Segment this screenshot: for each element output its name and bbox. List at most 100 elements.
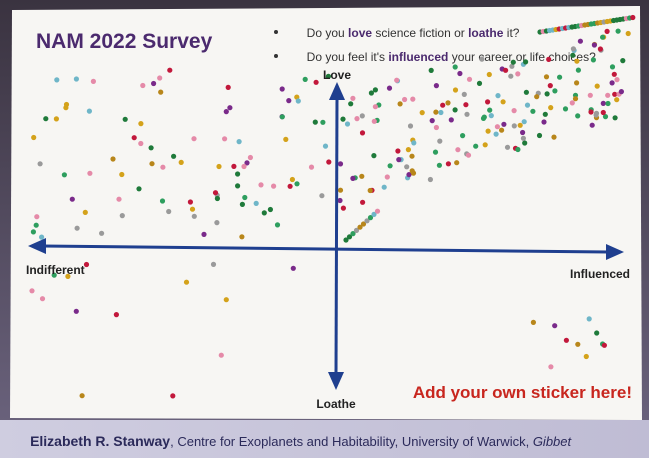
sticker	[183, 279, 190, 285]
sticker	[283, 136, 289, 142]
sticker	[510, 59, 516, 65]
sticker	[313, 79, 319, 85]
sticker	[500, 99, 506, 105]
sticker	[51, 272, 57, 278]
sticker	[577, 38, 584, 44]
sticker	[178, 159, 184, 165]
sticker	[294, 94, 300, 100]
sticker	[326, 159, 332, 165]
sticker	[504, 144, 511, 150]
sticker	[364, 218, 370, 224]
question-part: science fiction or	[372, 26, 468, 40]
sticker	[466, 76, 473, 82]
sticker	[495, 93, 501, 99]
sticker	[359, 173, 365, 179]
sticker	[167, 67, 173, 73]
sticker	[575, 341, 581, 347]
sticker	[541, 119, 547, 125]
sticker	[499, 127, 505, 133]
sticker	[116, 196, 122, 202]
sticker	[397, 101, 403, 107]
sticker	[542, 111, 548, 117]
vertical-axis	[334, 97, 339, 375]
sticker	[241, 163, 247, 170]
sticker	[69, 196, 75, 202]
sticker	[457, 70, 463, 77]
sticker	[312, 119, 318, 125]
sticker	[119, 213, 125, 219]
sticker	[239, 201, 245, 207]
sticker	[83, 261, 90, 268]
sticker	[569, 100, 575, 106]
sticker	[308, 164, 315, 170]
sticker	[407, 123, 414, 129]
sticker	[432, 149, 439, 155]
sticker	[520, 129, 526, 136]
sticker	[82, 209, 88, 215]
sticker	[372, 104, 378, 110]
sticker	[410, 170, 417, 176]
sticker	[530, 108, 536, 114]
axis-label-left: Indifferent	[26, 263, 85, 277]
sticker	[54, 77, 60, 83]
sticker	[501, 121, 507, 127]
sticker	[158, 89, 164, 95]
sticker	[39, 234, 45, 240]
question: Do you love science fiction or loathe it…	[290, 26, 529, 40]
sticker	[287, 183, 293, 189]
sticker	[340, 116, 346, 122]
sticker	[61, 172, 67, 178]
sticker	[350, 231, 356, 237]
sticker	[612, 91, 618, 97]
sticker	[87, 170, 93, 176]
sticker	[63, 105, 69, 111]
sticker	[611, 71, 617, 77]
sticker	[159, 198, 166, 204]
sticker	[609, 64, 616, 70]
sticker	[396, 157, 402, 163]
sticker	[294, 181, 300, 187]
sticker	[223, 109, 229, 115]
sticker	[521, 119, 527, 125]
sticker	[480, 115, 487, 121]
arrowhead	[329, 82, 345, 100]
sticker	[189, 206, 196, 212]
sticker	[384, 174, 390, 180]
sticker	[337, 197, 343, 204]
sticker	[433, 109, 439, 115]
sticker	[119, 171, 125, 178]
sticker	[340, 205, 346, 211]
sticker	[166, 208, 172, 215]
sticker	[160, 164, 166, 170]
sticker	[552, 88, 558, 94]
sticker	[551, 134, 557, 140]
sticker	[242, 194, 248, 201]
sticker	[588, 109, 594, 115]
sticker	[289, 176, 295, 183]
sticker	[386, 85, 393, 91]
sticker	[511, 123, 517, 129]
sticker	[465, 152, 472, 158]
sticker	[523, 89, 530, 95]
sticker	[227, 105, 233, 111]
sticker	[612, 115, 618, 121]
affiliation: , Centre for Exoplanets and Habitability…	[170, 434, 533, 449]
sticker	[445, 161, 451, 167]
sticker	[151, 80, 157, 87]
sticker	[614, 77, 620, 83]
sticker	[570, 46, 577, 52]
sticker	[319, 193, 325, 199]
sticker	[122, 116, 128, 122]
sticker	[405, 147, 411, 153]
sticker	[73, 76, 79, 82]
sticker	[343, 237, 349, 243]
sticker	[522, 140, 528, 146]
sticker	[593, 110, 600, 116]
arrowhead	[28, 238, 46, 254]
sticker	[620, 58, 626, 64]
sticker	[140, 82, 146, 89]
question-part: Do you feel it's	[307, 50, 389, 64]
sticker	[258, 182, 264, 188]
axis-label-top: Love	[323, 68, 351, 82]
sticker	[279, 86, 285, 92]
